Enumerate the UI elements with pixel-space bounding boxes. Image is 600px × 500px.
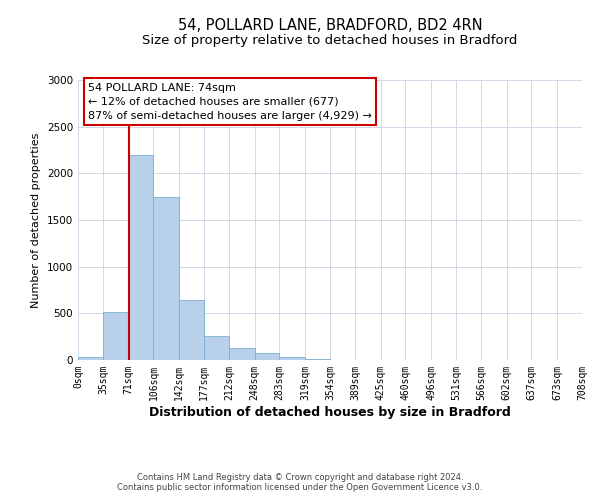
Bar bbox=[204, 336, 229, 360]
Text: Contains HM Land Registry data © Crown copyright and database right 2024.: Contains HM Land Registry data © Crown c… bbox=[137, 474, 463, 482]
Text: 54, POLLARD LANE, BRADFORD, BD2 4RN: 54, POLLARD LANE, BRADFORD, BD2 4RN bbox=[178, 18, 482, 32]
Text: Contains public sector information licensed under the Open Government Licence v3: Contains public sector information licen… bbox=[118, 484, 482, 492]
Bar bbox=[78, 357, 103, 360]
Bar bbox=[128, 154, 154, 360]
Bar bbox=[154, 196, 179, 360]
Bar bbox=[229, 348, 254, 360]
Bar bbox=[305, 358, 330, 360]
Bar bbox=[179, 300, 204, 360]
Y-axis label: Number of detached properties: Number of detached properties bbox=[31, 132, 41, 308]
X-axis label: Distribution of detached houses by size in Bradford: Distribution of detached houses by size … bbox=[149, 406, 511, 418]
Bar bbox=[103, 312, 128, 360]
Text: 54 POLLARD LANE: 74sqm
← 12% of detached houses are smaller (677)
87% of semi-de: 54 POLLARD LANE: 74sqm ← 12% of detached… bbox=[88, 83, 372, 121]
Text: Size of property relative to detached houses in Bradford: Size of property relative to detached ho… bbox=[142, 34, 518, 47]
Bar bbox=[254, 354, 280, 360]
Bar bbox=[280, 357, 305, 360]
